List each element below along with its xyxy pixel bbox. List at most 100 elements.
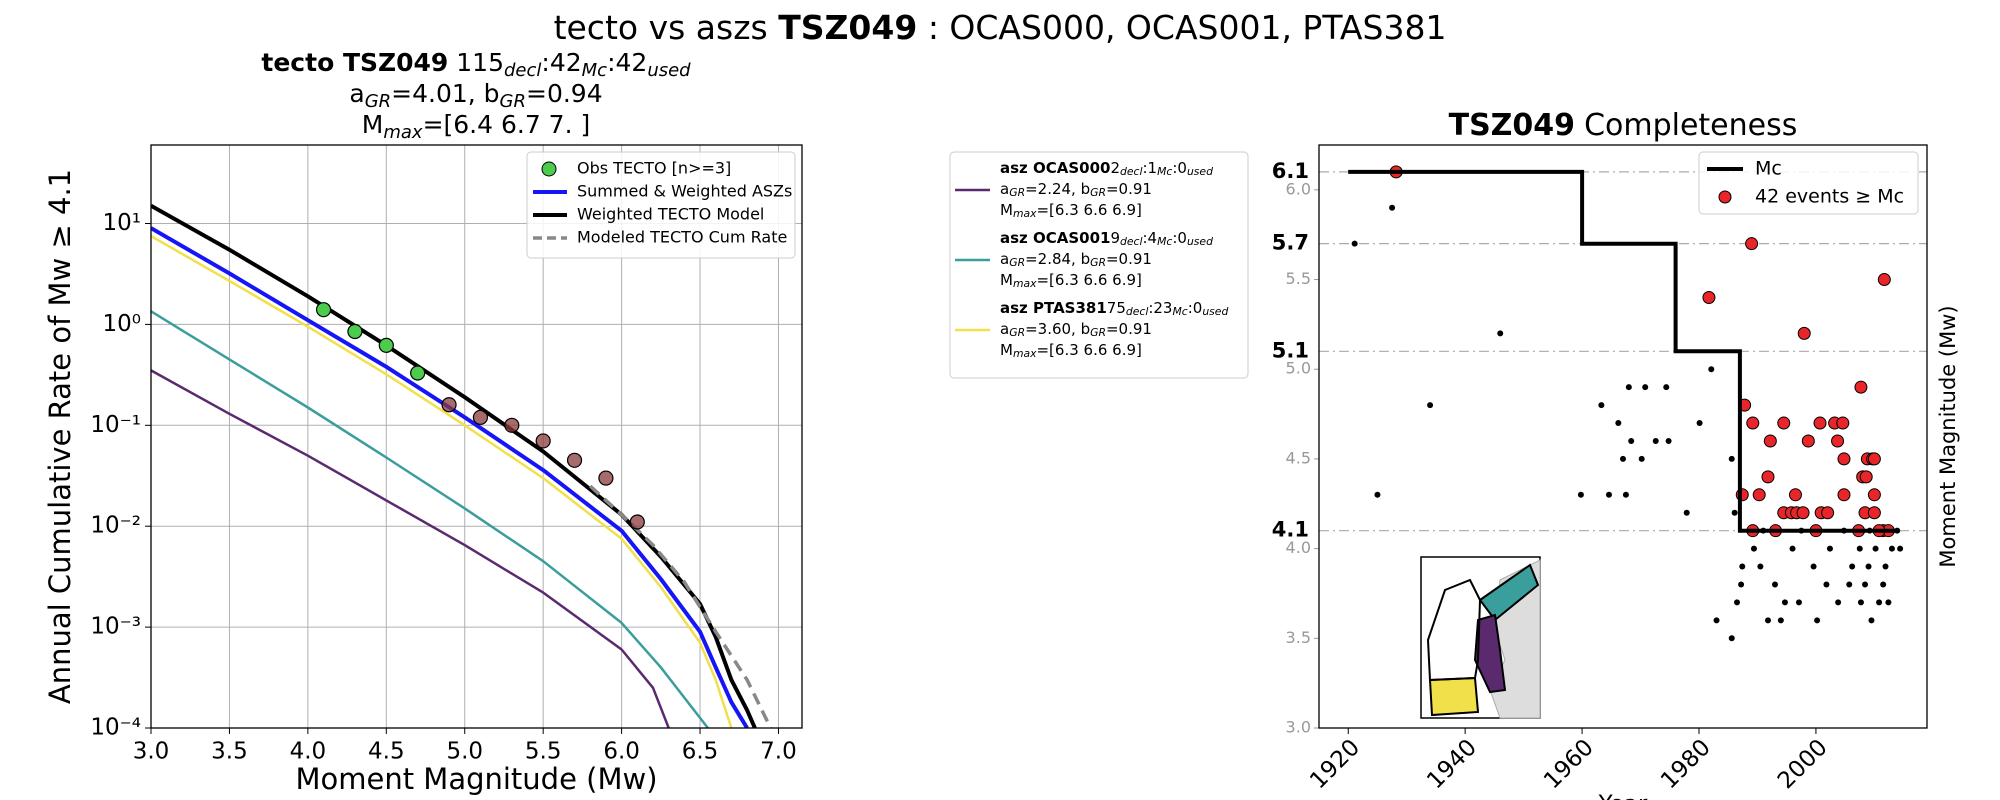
event-point bbox=[1746, 416, 1760, 430]
all-event-point bbox=[1663, 384, 1670, 391]
all-event-point bbox=[1757, 563, 1764, 570]
all-event-point bbox=[1577, 491, 1584, 498]
text-part: GR bbox=[1009, 326, 1025, 339]
legend-marker bbox=[541, 161, 557, 177]
title-part: TSZ049 bbox=[778, 8, 917, 47]
data-point bbox=[347, 323, 363, 340]
all-event-point bbox=[1728, 635, 1735, 642]
y-tick-label: 4.0 bbox=[1286, 538, 1311, 557]
text-part: decl bbox=[1120, 235, 1142, 248]
text-part: =3.60, b bbox=[1025, 320, 1090, 338]
all-event-point bbox=[1708, 366, 1715, 373]
data-point bbox=[472, 409, 489, 425]
legend-label: asz OCAS0002decl:1Mc:0used bbox=[1000, 159, 1213, 179]
text-part: Mc bbox=[1157, 165, 1172, 178]
legend-detail: aGR=2.24, bGR=0.91 bbox=[1000, 180, 1152, 200]
x-tick-label: 1960 bbox=[1539, 734, 1599, 794]
axes-frame bbox=[1318, 144, 1928, 729]
legend-box bbox=[526, 151, 796, 259]
subtitle: aGR=4.01, bGR=0.94 bbox=[349, 79, 602, 112]
legend-detail: Mmax=[6.3 6.6 6.9] bbox=[1000, 271, 1142, 291]
x-tick-label: 7.0 bbox=[760, 739, 797, 765]
all-event-point bbox=[1810, 563, 1817, 570]
event-point bbox=[1796, 506, 1810, 520]
legend-label: Mc bbox=[1755, 158, 1782, 180]
y-tick-label: 4.5 bbox=[1286, 448, 1311, 467]
text-part: GR bbox=[1009, 256, 1025, 269]
mc-tick-label: 4.1 bbox=[1272, 518, 1309, 542]
all-event-point bbox=[1731, 509, 1738, 516]
text-part: =[6.3 6.6 6.9] bbox=[1036, 341, 1141, 359]
x-tick-label: 2000 bbox=[1773, 734, 1833, 794]
text-part: Mc bbox=[1172, 305, 1187, 318]
text-part: =[6.3 6.6 6.9] bbox=[1036, 201, 1141, 219]
legend-marker bbox=[1718, 190, 1732, 204]
all-event-point bbox=[1728, 455, 1735, 462]
all-event-point bbox=[1764, 617, 1771, 624]
text-part: =[6.3 6.6 6.9] bbox=[1036, 271, 1141, 289]
legend-detail: aGR=3.60, bGR=0.91 bbox=[1000, 320, 1152, 340]
text-part: M bbox=[1000, 271, 1013, 289]
event-point bbox=[1854, 380, 1868, 394]
x-tick-label: 5.5 bbox=[525, 739, 562, 765]
text-part: Mc bbox=[1157, 235, 1172, 248]
text-part: :23 bbox=[1148, 299, 1172, 317]
subtitle: tecto TSZ049 115decl:42Mc:42used bbox=[261, 48, 691, 81]
y-tick-label: 3.0 bbox=[1286, 718, 1311, 737]
text-part: GR bbox=[500, 91, 526, 112]
data-point bbox=[441, 397, 457, 413]
text-part: max bbox=[383, 122, 423, 143]
y-tick-label: 10⁰ bbox=[103, 311, 142, 337]
text-part: Mc bbox=[582, 60, 608, 81]
all-event-point bbox=[1696, 420, 1703, 427]
text-part: M bbox=[1000, 201, 1013, 219]
text-part: =0.94 bbox=[526, 79, 603, 108]
all-event-point bbox=[1781, 599, 1788, 606]
x-tick-label: 5.0 bbox=[446, 739, 483, 765]
all-event-point bbox=[1427, 402, 1434, 409]
all-event-point bbox=[1665, 437, 1672, 444]
legend-label: Weighted TECTO Model bbox=[577, 205, 764, 224]
data-point bbox=[504, 417, 520, 433]
text-part: a bbox=[1000, 180, 1009, 198]
event-point bbox=[1752, 488, 1766, 502]
axes-frame bbox=[150, 144, 803, 729]
series-line bbox=[151, 203, 757, 728]
y-tick-label: 10⁻¹ bbox=[90, 412, 141, 438]
all-event-point bbox=[1835, 599, 1842, 606]
text-part: 9 bbox=[1111, 229, 1121, 247]
all-event-point bbox=[1750, 545, 1757, 552]
inset-map bbox=[1420, 556, 1541, 719]
text-part: :4 bbox=[1142, 229, 1157, 247]
legend-box bbox=[1698, 151, 1919, 215]
legend-label: Modeled TECTO Cum Rate bbox=[577, 228, 787, 247]
all-event-point bbox=[1389, 204, 1396, 211]
all-event-point bbox=[1865, 563, 1872, 570]
text-part: GR bbox=[1090, 186, 1106, 199]
mc-tick-label: 5.1 bbox=[1272, 338, 1309, 362]
legend-detail: Mmax=[6.3 6.6 6.9] bbox=[1000, 341, 1142, 361]
all-event-point bbox=[1789, 545, 1796, 552]
event-point bbox=[1867, 506, 1881, 520]
event-point bbox=[1801, 434, 1815, 448]
data-point bbox=[535, 433, 551, 449]
all-event-point bbox=[1882, 563, 1889, 570]
text-part: decl bbox=[1126, 305, 1148, 318]
x-tick-label: 3.0 bbox=[133, 739, 170, 765]
legend-label: asz PTAS38175decl:23Mc:0used bbox=[1000, 299, 1228, 319]
event-point bbox=[1867, 488, 1881, 502]
all-event-point bbox=[1876, 599, 1883, 606]
text-part: a bbox=[349, 79, 364, 108]
all-event-point bbox=[1620, 455, 1626, 462]
all-event-point bbox=[1849, 563, 1856, 570]
text-part: 2 bbox=[1111, 159, 1121, 177]
legend-detail: aGR=2.84, bGR=0.91 bbox=[1000, 250, 1152, 270]
event-point bbox=[1788, 488, 1802, 502]
legend-label: 42 events ≥ Mc bbox=[1755, 186, 1904, 208]
text-part: =0.91 bbox=[1106, 180, 1152, 198]
all-event-point bbox=[1734, 599, 1740, 606]
all-event-point bbox=[1738, 581, 1745, 588]
text-part: :0 bbox=[1172, 229, 1187, 247]
x-tick-label: 1940 bbox=[1422, 734, 1482, 794]
text-part: a bbox=[1000, 250, 1009, 268]
